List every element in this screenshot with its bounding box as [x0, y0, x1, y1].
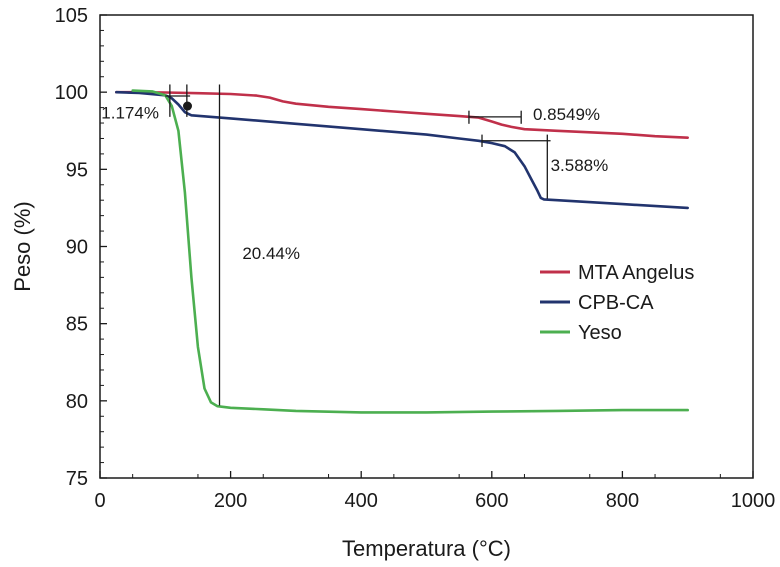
- legend-label-yeso: Yeso: [578, 322, 622, 344]
- y-axis-title: Peso (%): [10, 201, 35, 291]
- axes: 0 200 400 600 800 1000 75 80 85 90 95 100 105: [55, 5, 776, 512]
- x-tick-label: 200: [214, 490, 247, 512]
- series-line-cpb-ca: [115, 90, 689, 210]
- x-tick-label: 800: [606, 490, 639, 512]
- y-tick-label: 85: [66, 314, 88, 336]
- annotation-layer: 1.174% 20.44% 0.8549% 3.588%: [101, 103, 608, 262]
- annotation-yeso-loss: 1.174%: [101, 103, 159, 122]
- annotation-cpb-loss: 3.588%: [551, 156, 609, 175]
- x-tick-label: 0: [94, 490, 105, 512]
- legend-label-cpb-ca: CPB-CA: [578, 292, 654, 314]
- annotation-mta-loss: 0.8549%: [533, 105, 600, 124]
- series-layer: [115, 89, 689, 414]
- y-tick-label: 90: [66, 237, 88, 259]
- series-line-yeso: [131, 89, 689, 414]
- y-tick-label: 95: [66, 159, 88, 181]
- x-axis-title: Temperatura (°C): [342, 536, 511, 561]
- marker-layer: [165, 84, 551, 406]
- x-tick-label: 1000: [731, 490, 776, 512]
- y-tick-label: 80: [66, 391, 88, 413]
- y-tick-label: 75: [66, 468, 88, 490]
- y-tick-label: 100: [55, 82, 88, 104]
- x-tick-label: 400: [345, 490, 378, 512]
- plot-frame: [99, 14, 754, 479]
- marker-dot: [183, 101, 193, 111]
- series-line-mta-angelus: [115, 90, 689, 139]
- x-tick-label: 600: [475, 490, 508, 512]
- y-tick-label: 105: [55, 5, 88, 27]
- annotation-main-loss: 20.44%: [242, 244, 300, 263]
- legend: MTA Angelus CPB-CA Yeso: [540, 262, 694, 344]
- legend-label-mta-angelus: MTA Angelus: [578, 262, 694, 284]
